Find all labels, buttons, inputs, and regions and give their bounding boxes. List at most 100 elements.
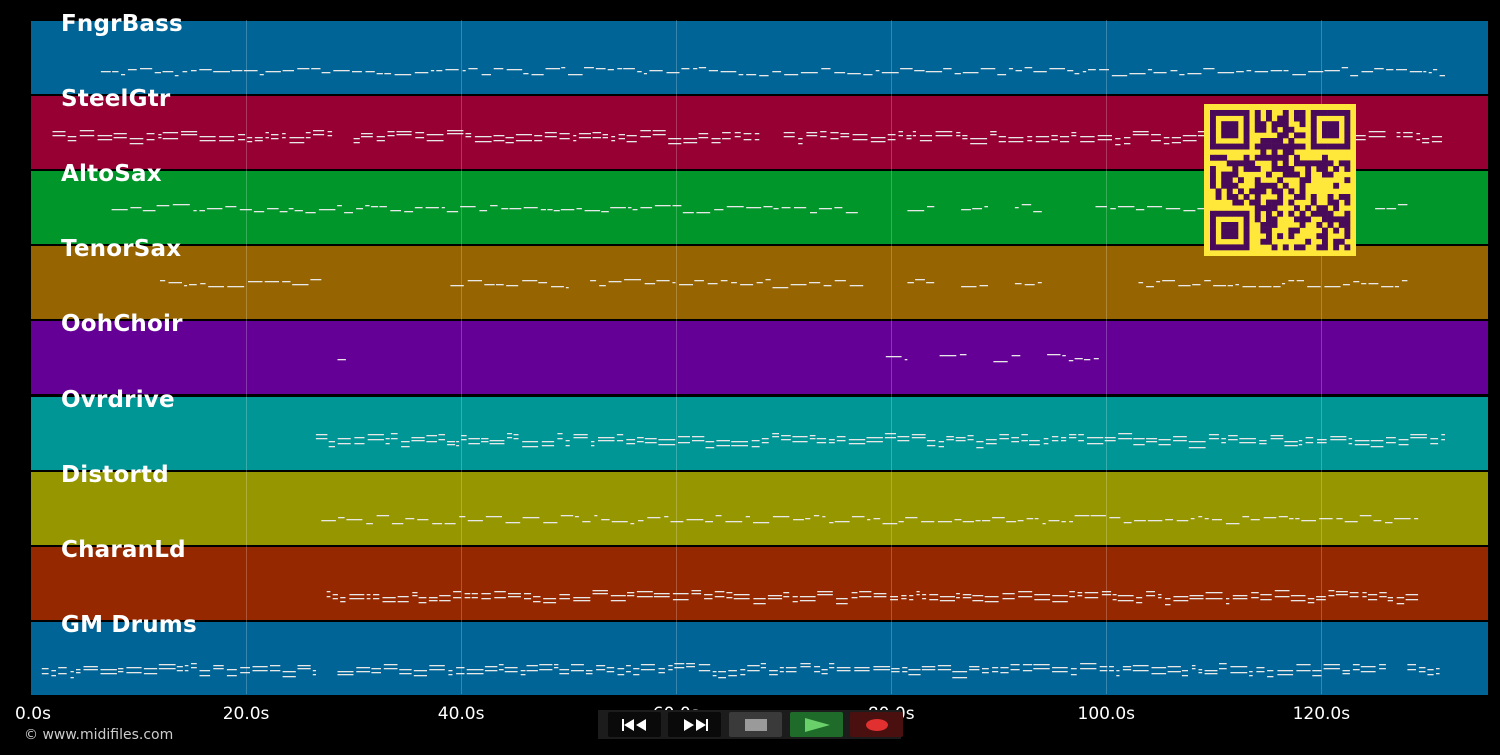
note <box>1396 132 1401 134</box>
note <box>97 139 113 141</box>
note <box>1396 602 1405 604</box>
note <box>1146 440 1158 442</box>
note <box>405 517 415 519</box>
note <box>909 594 914 596</box>
note <box>174 75 179 77</box>
note <box>873 665 891 668</box>
note <box>905 516 918 518</box>
note <box>679 284 693 286</box>
note <box>866 436 883 438</box>
note <box>1379 591 1387 593</box>
note <box>711 138 721 140</box>
note <box>505 142 514 144</box>
note <box>1342 669 1350 672</box>
note <box>1167 665 1181 668</box>
note <box>769 673 778 676</box>
play-button[interactable] <box>790 712 843 737</box>
record-button[interactable] <box>850 712 903 737</box>
track-lane[interactable]: Ovrdrive <box>31 387 1488 470</box>
note <box>617 68 623 70</box>
note <box>340 596 346 598</box>
note <box>956 135 961 137</box>
note <box>653 592 670 594</box>
track-lane[interactable]: TenorSax <box>31 236 1488 320</box>
note <box>1052 670 1068 673</box>
note <box>1133 443 1145 445</box>
note <box>1259 439 1267 441</box>
note <box>1189 597 1204 599</box>
note <box>1118 432 1133 434</box>
note <box>1328 594 1335 596</box>
note <box>698 133 709 135</box>
note <box>820 136 827 138</box>
note <box>1270 70 1283 72</box>
note <box>806 132 818 134</box>
note <box>628 207 632 209</box>
track-lane[interactable]: OohChoir <box>31 311 1488 395</box>
note <box>413 674 427 677</box>
note <box>282 70 294 72</box>
stop-button[interactable] <box>729 712 782 737</box>
note <box>1146 437 1158 439</box>
note <box>927 206 935 208</box>
note <box>456 672 465 675</box>
note <box>726 206 744 208</box>
note <box>590 280 597 282</box>
note <box>411 439 425 441</box>
note <box>914 70 925 72</box>
note <box>693 68 698 70</box>
note <box>387 135 395 137</box>
note <box>731 444 748 446</box>
fast-forward-button[interactable] <box>668 712 721 737</box>
note <box>1069 595 1075 597</box>
note <box>907 210 925 212</box>
note <box>1349 591 1359 593</box>
note <box>1328 589 1335 591</box>
note <box>908 668 921 671</box>
note <box>772 515 790 517</box>
note <box>531 74 544 76</box>
note <box>969 668 980 671</box>
note <box>674 666 685 669</box>
track-lane[interactable]: FngrBass <box>31 11 1488 94</box>
note <box>961 286 977 288</box>
note <box>1147 69 1153 71</box>
note <box>961 209 971 211</box>
note <box>1277 669 1294 672</box>
note <box>686 665 695 668</box>
note <box>52 135 66 137</box>
track-name: Distortd <box>61 461 169 488</box>
note <box>1042 522 1046 524</box>
note <box>956 592 960 594</box>
note <box>733 597 750 599</box>
note <box>366 593 371 595</box>
track-lane[interactable]: CharanLd <box>31 537 1488 620</box>
note <box>199 136 216 138</box>
note <box>206 208 223 210</box>
note <box>344 212 353 214</box>
note <box>1052 600 1068 602</box>
track-lane[interactable]: Distortd <box>31 462 1488 545</box>
note <box>493 68 504 70</box>
note <box>938 445 944 447</box>
gridline <box>1321 20 1323 694</box>
note <box>252 669 268 672</box>
note <box>1173 595 1189 597</box>
note <box>79 130 95 132</box>
note <box>1354 439 1370 441</box>
track-lane[interactable]: GM Drums <box>31 612 1488 695</box>
note <box>428 599 438 601</box>
note <box>1203 68 1215 70</box>
note <box>327 135 333 137</box>
note <box>466 668 484 671</box>
note <box>836 669 851 672</box>
note <box>172 204 190 206</box>
note <box>465 136 472 138</box>
note <box>468 442 480 444</box>
rewind-button[interactable] <box>608 712 661 737</box>
note <box>976 440 984 442</box>
note <box>990 131 997 133</box>
note <box>1109 516 1121 518</box>
note <box>1288 280 1295 282</box>
